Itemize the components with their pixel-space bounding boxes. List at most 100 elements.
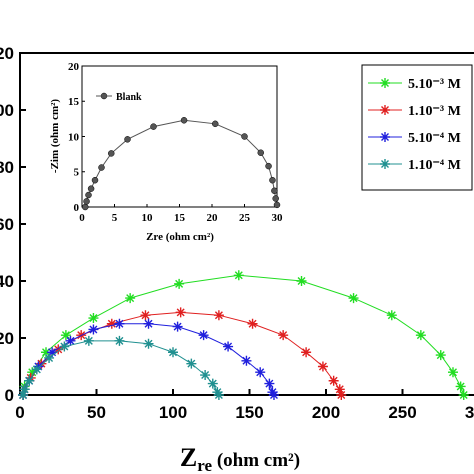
- point: [143, 338, 154, 349]
- point: [33, 361, 44, 372]
- x-tick-label: 250: [388, 403, 416, 422]
- x-tick-label: 15: [174, 212, 186, 224]
- point: [336, 390, 347, 400]
- point: [83, 335, 94, 346]
- point: [41, 347, 52, 358]
- point: [334, 384, 345, 395]
- point: [85, 191, 92, 199]
- legend-label: 1.10⁻³ M: [408, 104, 461, 119]
- point: [91, 176, 99, 184]
- point: [264, 378, 275, 389]
- legend-marker: [380, 105, 390, 115]
- y-tick-label: 15: [68, 96, 80, 108]
- point: [31, 364, 42, 375]
- x-tick-label: 20: [207, 212, 219, 224]
- point: [82, 203, 89, 211]
- point: [198, 330, 209, 341]
- point: [27, 367, 38, 378]
- legend-label: 5.10⁻³ M: [408, 77, 461, 92]
- y-tick-label: 120: [0, 44, 14, 63]
- y-tick-label: 20: [0, 329, 14, 348]
- y-tick-label: 80: [0, 158, 14, 177]
- point: [386, 310, 397, 321]
- point: [296, 276, 307, 286]
- point: [269, 176, 276, 184]
- point: [60, 330, 71, 341]
- x-tick-label: 0: [79, 212, 85, 224]
- point: [168, 347, 178, 358]
- point: [47, 347, 58, 358]
- point: [273, 201, 281, 209]
- x-tick-label: 150: [235, 403, 263, 422]
- legend-marker: [380, 132, 390, 142]
- x-tick-label: 5: [112, 212, 118, 224]
- point: [124, 136, 131, 143]
- point: [213, 310, 224, 321]
- point: [98, 164, 105, 171]
- x-tick-label: 300: [465, 403, 474, 422]
- point: [271, 187, 278, 195]
- legend-marker: [380, 159, 390, 169]
- point: [458, 390, 469, 400]
- point: [106, 318, 117, 329]
- legend-label: Blank: [116, 92, 142, 103]
- x-tick-label: 25: [239, 212, 251, 224]
- point: [87, 185, 95, 192]
- point: [88, 313, 99, 324]
- point: [213, 390, 224, 400]
- point: [265, 162, 272, 170]
- point: [272, 195, 279, 202]
- x-tick-label: 0: [15, 403, 24, 422]
- point: [257, 149, 264, 156]
- point: [328, 375, 339, 386]
- point: [24, 375, 35, 386]
- point: [267, 387, 278, 398]
- point: [207, 378, 218, 389]
- point: [241, 133, 248, 140]
- point: [108, 150, 115, 157]
- point: [301, 347, 312, 358]
- point: [19, 384, 30, 395]
- point: [223, 341, 234, 352]
- legend-label: 1.10⁻⁴ M: [408, 158, 461, 173]
- x-tick-label: 50: [87, 403, 106, 422]
- x-tick-label: 200: [312, 403, 340, 422]
- y-tick-label: 60: [0, 215, 14, 234]
- point: [174, 278, 185, 289]
- point: [200, 370, 211, 381]
- point: [114, 335, 125, 346]
- point: [241, 355, 252, 366]
- point: [415, 330, 426, 341]
- point: [212, 120, 219, 128]
- y-tick-label: 0: [5, 386, 14, 405]
- point: [125, 293, 136, 304]
- point: [278, 330, 289, 341]
- point: [255, 367, 266, 378]
- legend-marker: [380, 78, 390, 88]
- x-axis-label: Zre (ohm cm²): [180, 443, 300, 474]
- x-axis-label-part: (ohm cm²): [212, 450, 300, 471]
- x-axis-label-part: Z: [180, 443, 197, 472]
- point: [65, 335, 76, 346]
- point: [88, 324, 99, 335]
- point: [140, 310, 151, 321]
- y-tick-label: 0: [74, 202, 80, 214]
- y-tick-label: 40: [0, 272, 14, 291]
- point: [268, 390, 279, 400]
- point: [435, 350, 446, 361]
- point: [455, 381, 466, 392]
- y-tick-label: 5: [74, 167, 80, 179]
- point: [83, 198, 90, 205]
- point: [212, 387, 223, 398]
- point: [233, 270, 244, 281]
- point: [18, 390, 29, 400]
- point: [317, 361, 328, 372]
- y-tick-label: 100: [0, 101, 14, 120]
- x-tick-label: 100: [159, 403, 187, 422]
- inset-y-label: -Zim (ohm cm²): [49, 99, 61, 174]
- point: [59, 341, 70, 352]
- point: [114, 318, 125, 329]
- point: [150, 123, 157, 130]
